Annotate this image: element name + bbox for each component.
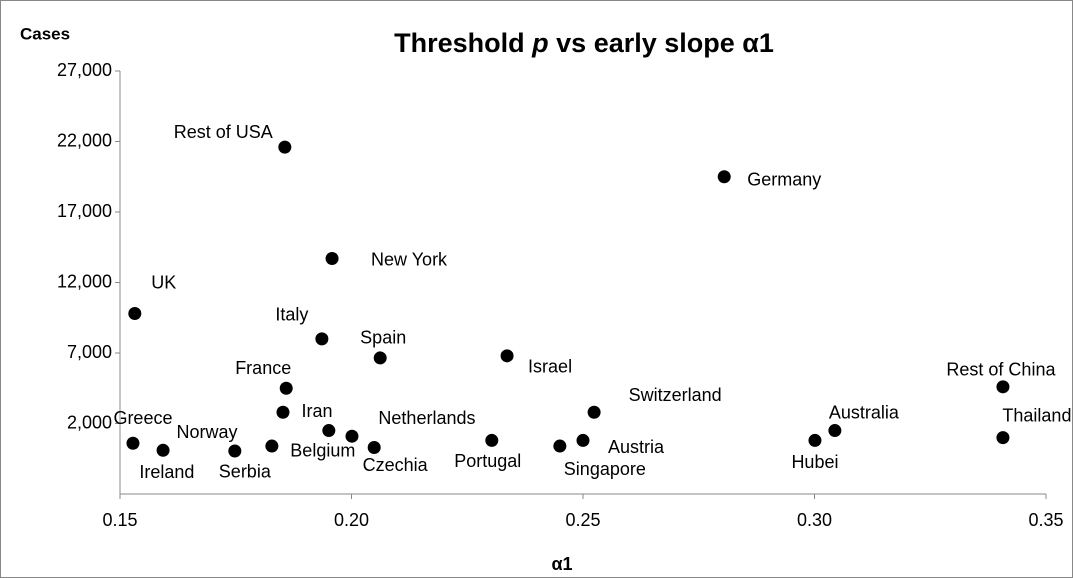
point-label: Switzerland [629, 385, 722, 405]
point-label: Thailand [1002, 405, 1071, 425]
point-label: Greece [113, 408, 172, 428]
data-point [996, 431, 1010, 445]
point-label: Australia [829, 402, 900, 422]
data-point [576, 433, 590, 447]
x-tick-label: 0.35 [1028, 510, 1063, 530]
chart-title: Threshold p vs early slope α1 [394, 28, 774, 58]
data-point [828, 424, 842, 438]
data-point [345, 429, 359, 443]
point-label: Belgium [290, 440, 355, 460]
point-label: Italy [275, 305, 308, 325]
data-point [228, 444, 242, 458]
data-point [278, 140, 292, 154]
point-label: Ireland [139, 462, 194, 482]
point-label: Czechia [363, 455, 429, 475]
title-part: Threshold [394, 28, 525, 58]
point-label: Portugal [454, 451, 521, 471]
data-point [553, 439, 567, 453]
point-label: Germany [747, 170, 821, 190]
point-label: Singapore [564, 459, 646, 479]
y-tick-label: 7,000 [67, 342, 112, 362]
point-label: Iran [301, 401, 332, 421]
point-label: France [235, 358, 291, 378]
data-point [279, 381, 293, 395]
y-tick-label: 12,000 [57, 271, 112, 291]
y-tick-label: 22,000 [57, 130, 112, 150]
y-tick-label: 27,000 [57, 60, 112, 80]
point-label: New York [371, 249, 448, 269]
data-point [128, 307, 142, 321]
data-point [717, 170, 731, 184]
data-point [587, 405, 601, 419]
y-tick-label: 17,000 [57, 201, 112, 221]
y-tick-label: 2,000 [67, 412, 112, 432]
data-point [373, 351, 387, 365]
point-label: Austria [608, 437, 665, 457]
point-label: Netherlands [378, 408, 475, 428]
point-label: Israel [528, 357, 572, 377]
y-axis-label: Cases [20, 24, 70, 43]
point-label: Norway [177, 422, 238, 442]
title-part: vs early slope α1 [556, 28, 774, 58]
data-point [325, 252, 339, 266]
x-tick-label: 0.30 [797, 510, 832, 530]
data-point [126, 436, 140, 450]
point-label: Spain [360, 328, 406, 348]
x-tick-label: 0.20 [334, 510, 369, 530]
data-point [276, 405, 290, 419]
point-label: Rest of China [946, 360, 1056, 380]
data-point [808, 433, 822, 447]
x-axis-label: α1 [551, 554, 572, 574]
point-label: Hubei [791, 452, 838, 472]
data-point [996, 380, 1010, 394]
x-tick-label: 0.25 [565, 510, 600, 530]
point-label: Rest of USA [174, 122, 273, 142]
data-point [367, 440, 381, 454]
title-part: p [531, 28, 549, 58]
x-tick-label: 0.15 [102, 510, 137, 530]
data-point [485, 433, 499, 447]
point-label: UK [151, 272, 176, 292]
data-point [500, 349, 514, 363]
data-point [265, 439, 279, 453]
point-label: Serbia [219, 462, 272, 482]
data-point [156, 443, 170, 457]
data-point [315, 332, 329, 346]
data-point [322, 424, 336, 438]
